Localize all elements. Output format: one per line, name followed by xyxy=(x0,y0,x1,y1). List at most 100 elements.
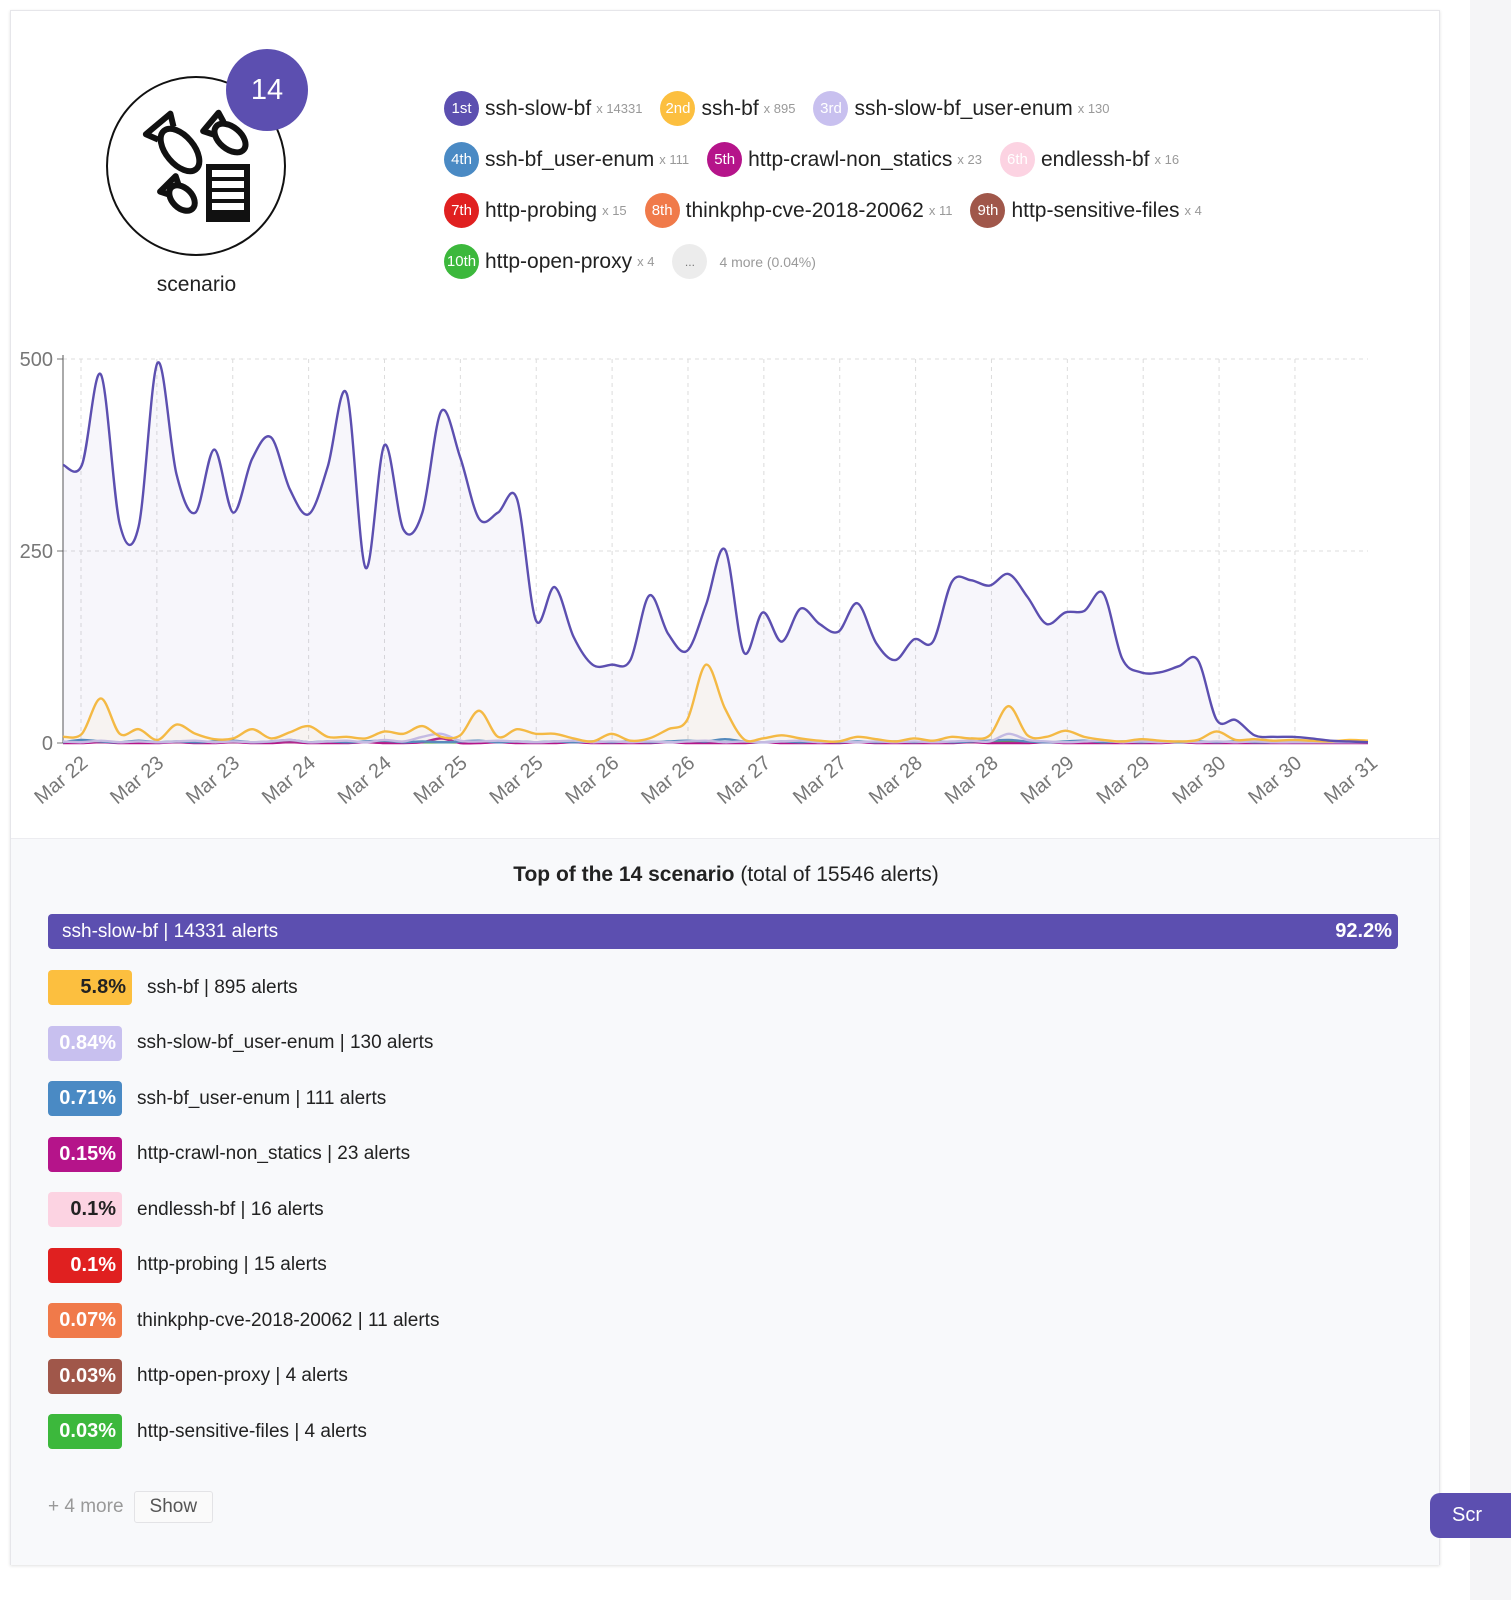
x-tick-label: Mar 23 xyxy=(106,752,168,809)
x-tick-label: Mar 25 xyxy=(486,752,548,809)
legend-item[interactable]: 9th http-sensitive-files x 4 xyxy=(970,193,1202,228)
scenario-row-label: ssh-bf | 895 alerts xyxy=(147,976,298,998)
legend-more-item[interactable]: ... 4 more (0.04%) xyxy=(672,244,816,279)
y-tick-label: 500 xyxy=(20,349,53,371)
percent-badge: 0.84% xyxy=(48,1025,122,1061)
top-scenario-bar-1[interactable]: ssh-slow-bf | 14331 alerts 92.2% xyxy=(48,914,1398,949)
rank-badge: 7th xyxy=(444,193,479,228)
series-area xyxy=(63,664,1368,743)
percent-badge: 0.07% xyxy=(48,1303,122,1338)
y-tick-label: 0 xyxy=(42,733,53,755)
legend-name: http-crawl-non_statics xyxy=(748,147,953,171)
series-line xyxy=(62,732,1368,744)
legend-name: http-probing xyxy=(485,198,598,222)
legend-name: http-sensitive-files xyxy=(1011,198,1180,222)
legend-row: 7th http-probing x 15 8th thinkphp-cve-2018-… xyxy=(444,185,1404,236)
y-tick-label: 250 xyxy=(20,541,53,563)
legend-count: x 15 xyxy=(602,203,627,218)
top-scenario-list: 5.8% ssh-bf | 895 alerts 0.84% ssh-slow-bf_… xyxy=(48,970,439,1470)
legend-count: x 4 xyxy=(1184,203,1202,218)
series-area xyxy=(63,362,1368,743)
legend-count: x 895 xyxy=(763,101,796,116)
top-scenario-row[interactable]: 0.1% endlessh-bf | 16 alerts xyxy=(48,1192,439,1227)
legend-item[interactable]: 10th http-open-proxy x 4 xyxy=(444,244,654,279)
legend-count: x 111 xyxy=(659,152,690,167)
x-tick-label: Mar 28 xyxy=(865,752,927,809)
legend-item[interactable]: 4th ssh-bf_user-enum x 111 xyxy=(444,142,689,177)
rank-badge: 5th xyxy=(707,142,743,177)
top-bar-percent: 92.2% xyxy=(1335,920,1392,942)
x-tick-label: Mar 22 xyxy=(30,752,92,809)
x-tick-label: Mar 30 xyxy=(1168,752,1230,809)
x-tick-label: Mar 30 xyxy=(1244,752,1306,809)
x-tick-label: Mar 26 xyxy=(637,752,699,809)
legend-count: x 23 xyxy=(957,152,982,167)
rank-badge: 9th xyxy=(970,193,1006,228)
scenario-row-label: endlessh-bf | 16 alerts xyxy=(137,1198,324,1220)
top-scenario-title: Top of the 14 scenario (total of 15546 a… xyxy=(11,863,1441,887)
legend-row: 4th ssh-bf_user-enum x 111 5th http-crawl-no… xyxy=(444,134,1404,185)
x-tick-label: Mar 27 xyxy=(713,752,775,809)
scenario-row-label: ssh-bf_user-enum | 111 alerts xyxy=(137,1087,387,1109)
more-footer: + 4 more Show xyxy=(48,1491,214,1523)
top-scenario-row[interactable]: 0.71% ssh-bf_user-enum | 111 alerts xyxy=(48,1081,439,1116)
legend-name: thinkphp-cve-2018-20062 xyxy=(685,198,924,222)
legend-item[interactable]: 6th endlessh-bf x 16 xyxy=(999,142,1180,177)
legend-item[interactable]: 3rd ssh-slow-bf_user-enum x 130 xyxy=(813,91,1110,126)
more-count: + 4 more xyxy=(48,1496,124,1517)
top-scenario-row[interactable]: 0.15% http-crawl-non_statics | 23 alerts xyxy=(48,1136,439,1172)
top-title-bold: Top of the 14 scenario xyxy=(513,863,735,886)
rank-badge: 4th xyxy=(444,142,479,177)
legend-item[interactable]: 1st ssh-slow-bf x 14331 xyxy=(444,91,642,126)
legend-count: x 16 xyxy=(1154,152,1180,167)
top-bar-label: ssh-slow-bf | 14331 alerts xyxy=(62,920,279,942)
x-tick-label: Mar 29 xyxy=(1093,752,1155,809)
x-tick-label: Mar 31 xyxy=(1320,752,1382,809)
legend-name: ssh-bf_user-enum xyxy=(485,147,655,171)
legend-name: endlessh-bf xyxy=(1040,147,1150,171)
x-tick-label: Mar 24 xyxy=(258,752,320,809)
rank-badge: 8th xyxy=(644,193,680,228)
legend-item[interactable]: 5th http-crawl-non_statics x 23 xyxy=(707,142,982,177)
top-scenario-row[interactable]: 5.8% ssh-bf | 895 alerts xyxy=(48,970,439,1005)
scenario-row-label: http-open-proxy | 4 alerts xyxy=(137,1365,348,1386)
show-more-button[interactable]: Show xyxy=(133,1491,214,1523)
scroll-button[interactable]: Scr xyxy=(1430,1493,1511,1538)
rank-badge: 10th xyxy=(444,244,479,279)
legend: 1st ssh-slow-bf x 14331 2nd ssh-bf x 895 3rd ss… xyxy=(444,83,1404,287)
x-tick-label: Mar 28 xyxy=(941,752,1003,809)
percent-badge: 0.71% xyxy=(48,1081,122,1116)
x-tick-label: Mar 27 xyxy=(789,752,851,809)
scenario-label: scenario xyxy=(156,273,237,296)
top-scenario-row[interactable]: 0.03% http-open-proxy | 4 alerts xyxy=(48,1358,439,1394)
legend-item[interactable]: 7th http-probing x 15 xyxy=(444,193,627,228)
top-scenario-row[interactable]: 0.03% http-sensitive-files | 4 alerts xyxy=(48,1414,439,1449)
top-title-total: (total of 15546 alerts) xyxy=(740,863,939,886)
scenario-count-badge: 14 xyxy=(226,49,308,131)
rank-badge: 1st xyxy=(444,91,479,126)
legend-more-text: 4 more (0.04%) xyxy=(719,253,816,270)
x-tick-label: Mar 24 xyxy=(334,752,396,809)
top-scenario-row[interactable]: 0.07% thinkphp-cve-2018-20062 | 11 alerts xyxy=(48,1303,439,1338)
legend-count: x 11 xyxy=(928,203,953,218)
legend-name: ssh-bf xyxy=(701,96,759,120)
rank-badge: 3rd xyxy=(813,91,849,126)
top-scenario-row[interactable]: 0.1% http-probing | 15 alerts xyxy=(48,1247,439,1283)
percent-badge: 0.1% xyxy=(48,1192,122,1227)
top-scenario-row[interactable]: 0.84% ssh-slow-bf_user-enum | 130 alerts xyxy=(48,1025,439,1061)
more-badge: ... xyxy=(672,244,708,279)
legend-item[interactable]: 2nd ssh-bf x 895 xyxy=(660,91,795,126)
x-tick-label: Mar 25 xyxy=(410,752,472,809)
scenario-card: 14 scenario 1st ssh-slow-bf x 14331 2nd ssh-… xyxy=(10,10,1440,1565)
x-tick-label: Mar 26 xyxy=(561,752,623,809)
percent-badge: 0.03% xyxy=(48,1414,122,1449)
legend-row: 10th http-open-proxy x 4... 4 more (0.04%) xyxy=(444,236,1404,287)
legend-count: x 4 xyxy=(637,254,655,269)
card-lower-section xyxy=(11,838,1439,1565)
right-panel-edge xyxy=(1470,0,1511,1600)
scenario-row-label: thinkphp-cve-2018-20062 | 11 alerts xyxy=(137,1309,440,1331)
x-tick-label: Mar 29 xyxy=(1017,752,1079,809)
scenario-row-label: http-probing | 15 alerts xyxy=(137,1254,327,1275)
legend-item[interactable]: 8th thinkphp-cve-2018-20062 x 11 xyxy=(644,193,953,228)
